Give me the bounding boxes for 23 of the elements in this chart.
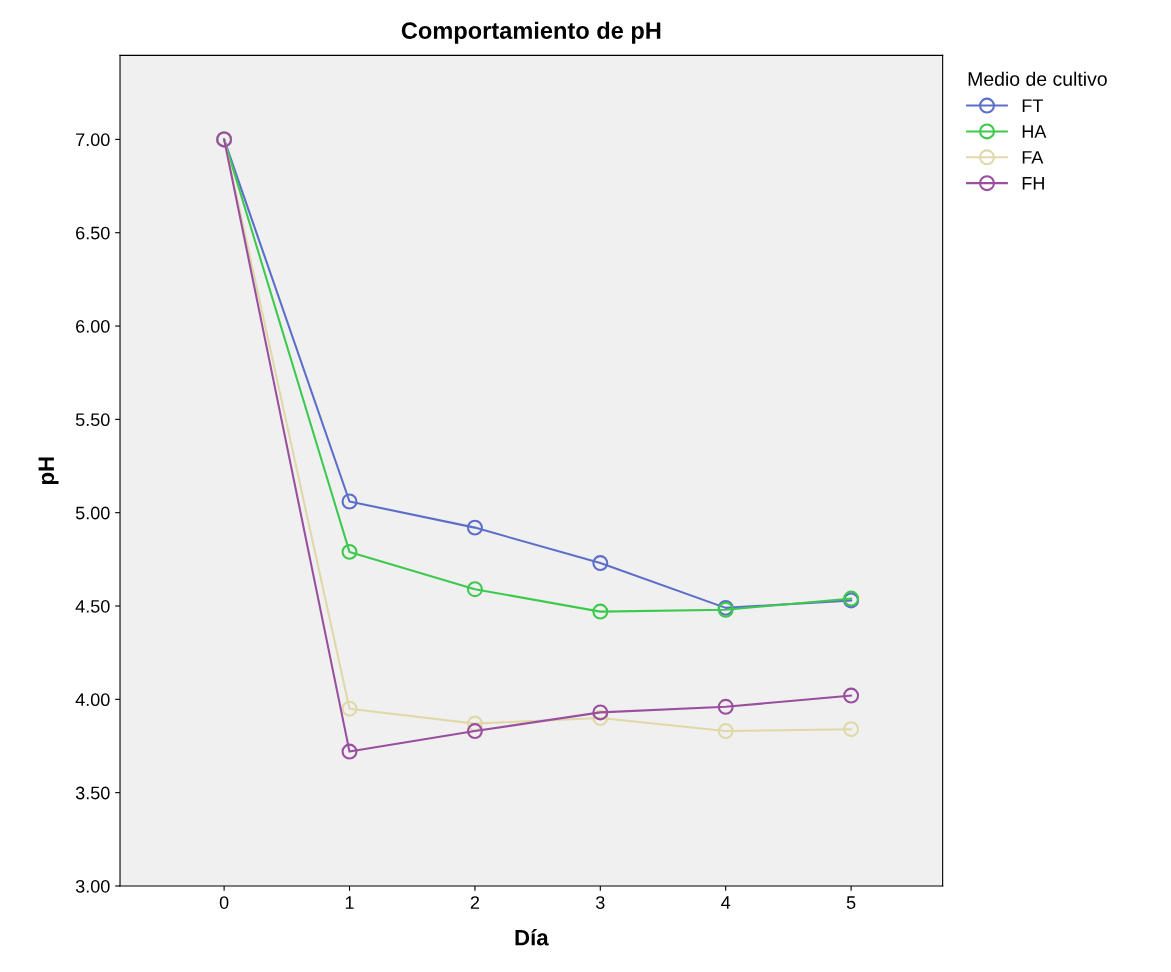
y-tick-label: 5.00 bbox=[75, 506, 110, 520]
legend-label: FA bbox=[1022, 151, 1044, 164]
legend-label: FT bbox=[1022, 99, 1043, 112]
y-tick-label: 7.00 bbox=[76, 133, 110, 147]
legend-label: FH bbox=[1022, 177, 1044, 190]
y-tick-label: 6.00 bbox=[76, 319, 110, 333]
x-axis-title: Día bbox=[515, 929, 549, 946]
chart-title: Comportamiento de pH bbox=[401, 21, 661, 44]
y-tick-label: 6.50 bbox=[76, 226, 110, 240]
x-tick-label: 2 bbox=[470, 896, 480, 909]
y-tick-label: 3.50 bbox=[75, 786, 110, 800]
y-tick-label: 4.50 bbox=[75, 599, 110, 613]
legend-label: HA bbox=[1022, 125, 1047, 138]
y-tick-label: 5.50 bbox=[75, 413, 110, 427]
legend-title: Medio de cultivo bbox=[968, 71, 1107, 86]
y-axis-title: pH bbox=[38, 457, 59, 485]
y-tick-label: 4.00 bbox=[75, 693, 110, 707]
x-tick-label: 0 bbox=[219, 896, 229, 909]
x-tick-label: 5 bbox=[846, 896, 856, 909]
x-tick-label: 4 bbox=[721, 896, 731, 909]
x-tick-label: 3 bbox=[595, 896, 605, 909]
y-tick-label: 3.00 bbox=[75, 879, 110, 893]
x-tick-label: 1 bbox=[345, 896, 354, 909]
